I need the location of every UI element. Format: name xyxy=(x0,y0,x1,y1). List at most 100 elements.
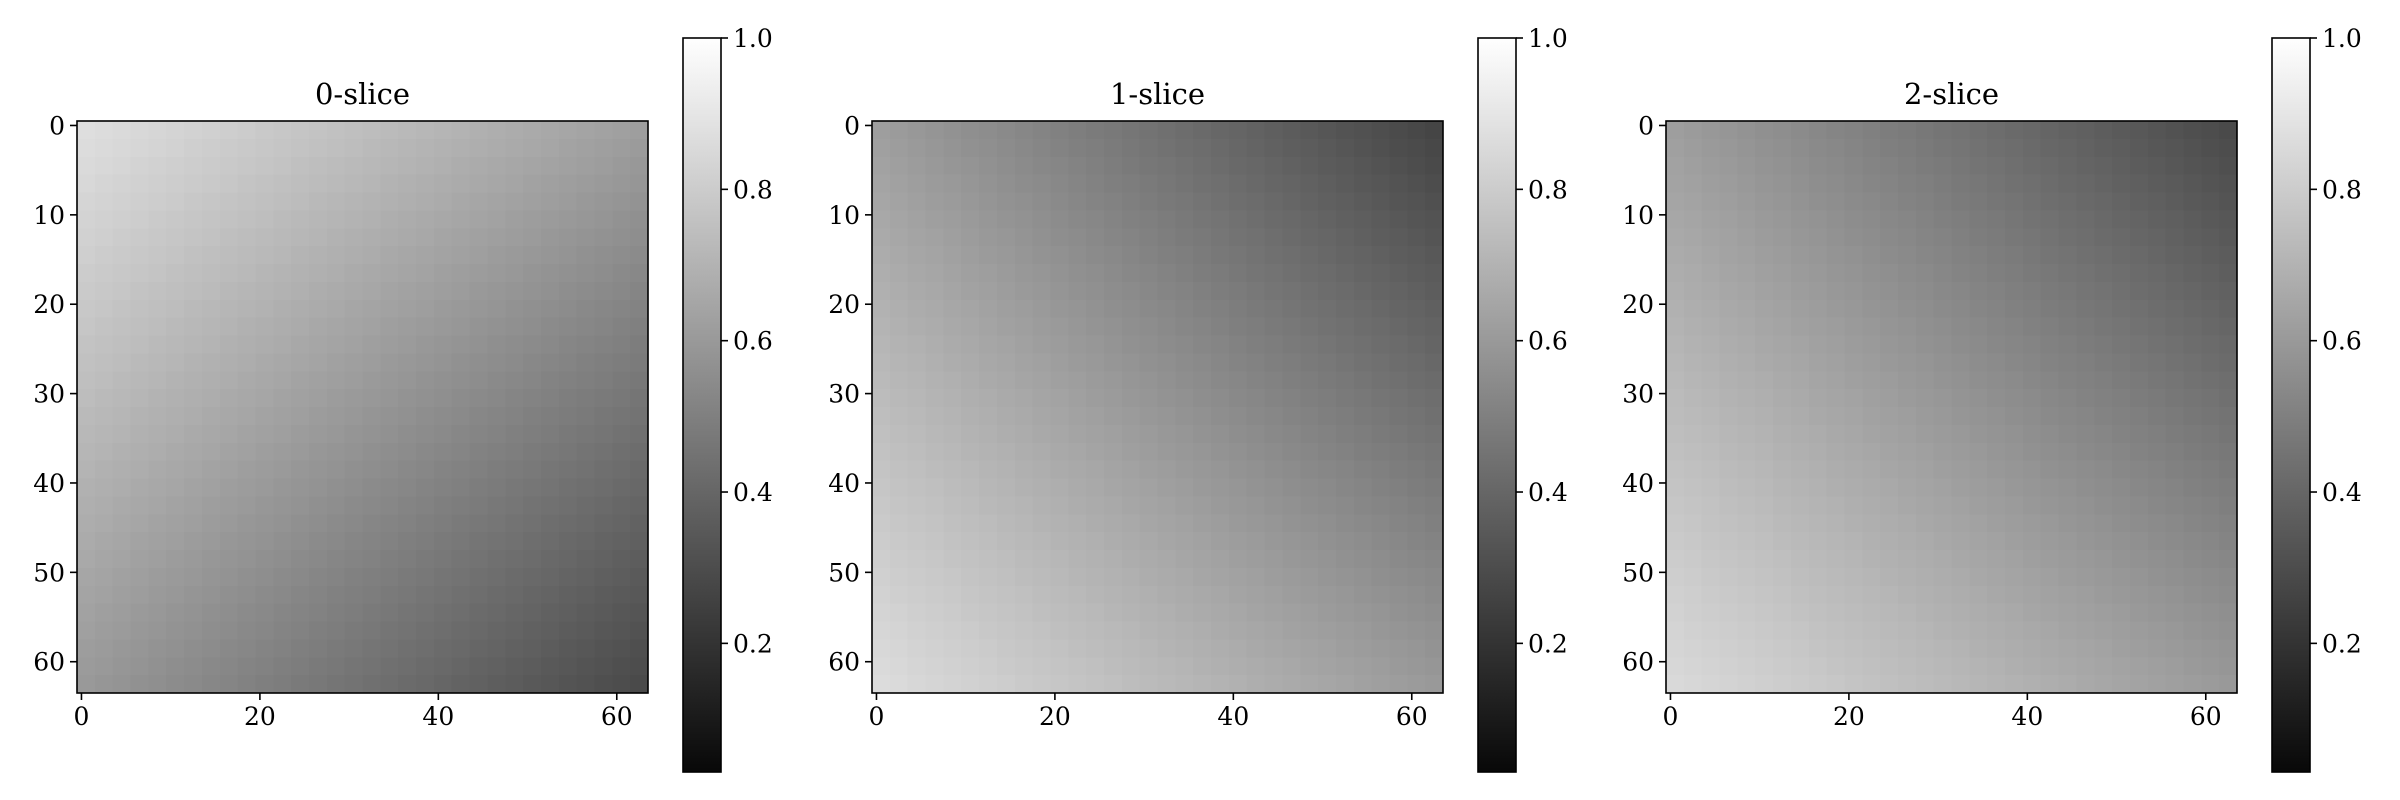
heatmap-cell xyxy=(1335,639,1355,658)
heatmap-cell xyxy=(1897,424,1917,444)
heatmap-cell xyxy=(1862,639,1881,658)
heatmap-cell xyxy=(1139,371,1159,390)
heatmap-cell xyxy=(255,281,274,301)
heatmap-cell xyxy=(1755,389,1774,408)
heatmap-cell xyxy=(1701,675,1721,694)
heatmap-cell xyxy=(1969,264,1988,283)
heatmap-cell xyxy=(291,424,310,444)
heatmap-cell xyxy=(630,353,649,372)
heatmap-cell xyxy=(1683,639,1703,658)
heatmap-cell xyxy=(2165,371,2185,390)
heatmap-cell xyxy=(1389,675,1408,694)
heatmap-cell xyxy=(961,335,980,354)
heatmap-cell xyxy=(1737,567,1756,587)
heatmap-cell xyxy=(2112,192,2131,211)
heatmap-cell xyxy=(1157,121,1176,140)
heatmap-cell xyxy=(612,138,631,158)
heatmap-cell xyxy=(344,621,364,640)
heatmap-cell xyxy=(1193,407,1212,426)
heatmap-cell xyxy=(1103,532,1123,551)
heatmap-cell xyxy=(1683,246,1703,265)
heatmap-cell xyxy=(130,246,149,265)
heatmap-cell xyxy=(201,174,221,194)
heatmap-cell xyxy=(1808,675,1828,694)
heatmap-cell xyxy=(505,264,524,283)
heatmap-cell xyxy=(1157,603,1176,623)
heatmap-cell xyxy=(130,585,149,605)
heatmap-cell xyxy=(1318,335,1337,354)
heatmap-cell xyxy=(1862,496,1881,515)
heatmap-cell xyxy=(112,657,132,676)
heatmap-cell xyxy=(1103,210,1123,229)
heatmap-cell xyxy=(1264,585,1283,605)
heatmap-cell xyxy=(1157,657,1176,676)
heatmap-cell xyxy=(1264,532,1283,551)
heatmap-cell xyxy=(1790,675,1810,694)
heatmap-cell xyxy=(255,299,274,319)
heatmap-cell xyxy=(2129,567,2149,587)
heatmap-cell xyxy=(2005,156,2024,176)
heatmap-cell xyxy=(1318,603,1337,623)
heatmap-cell xyxy=(1880,675,1899,694)
heatmap-cell xyxy=(1425,228,1444,247)
heatmap-cell xyxy=(1666,138,1685,158)
heatmap-cell xyxy=(996,550,1016,569)
heatmap-cell xyxy=(2165,496,2185,515)
heatmap-cell xyxy=(1264,657,1283,676)
heatmap-cell xyxy=(219,156,239,176)
x-tick-label: 60 xyxy=(2190,702,2222,731)
heatmap-cell xyxy=(925,174,944,194)
heatmap-cell xyxy=(1719,371,1738,390)
heatmap-cell xyxy=(1933,585,1953,605)
heatmap-cell xyxy=(184,353,203,372)
heatmap-cell xyxy=(523,639,542,658)
heatmap-cell xyxy=(2165,532,2185,551)
heatmap-cell xyxy=(1300,353,1319,372)
heatmap-cell xyxy=(130,603,149,623)
heatmap-cell xyxy=(2219,371,2238,390)
heatmap-cell xyxy=(1032,603,1052,623)
heatmap-cell xyxy=(2147,121,2167,140)
heatmap-cell xyxy=(2183,567,2202,587)
heatmap-cell xyxy=(1719,121,1738,140)
heatmap-cell xyxy=(184,550,203,569)
heatmap-cell xyxy=(201,514,221,533)
heatmap-cell xyxy=(1773,442,1792,462)
heatmap-cell xyxy=(2129,228,2149,247)
heatmap-cell xyxy=(1425,264,1444,283)
heatmap-cell xyxy=(1121,389,1141,408)
heatmap-cell xyxy=(1068,371,1087,390)
heatmap-cell xyxy=(94,496,114,515)
heatmap-cell xyxy=(630,442,649,462)
heatmap-cell xyxy=(487,210,506,229)
heatmap-cell xyxy=(576,317,596,337)
heatmap-cell xyxy=(362,460,381,480)
heatmap-cell xyxy=(148,657,167,676)
heatmap-cell xyxy=(1228,228,1248,247)
heatmap-cell xyxy=(184,389,203,408)
heatmap-cell xyxy=(2201,532,2220,551)
heatmap-cell xyxy=(1068,460,1087,480)
heatmap-cell xyxy=(872,210,891,229)
heatmap-cell xyxy=(1862,371,1881,390)
heatmap-cell xyxy=(1407,460,1426,480)
heatmap-cell xyxy=(2112,281,2131,301)
heatmap-cell xyxy=(1389,657,1408,676)
heatmap-cell xyxy=(1790,442,1810,462)
heatmap-cell xyxy=(1246,460,1266,480)
heatmap-cell xyxy=(166,675,185,694)
heatmap-cell xyxy=(594,121,613,140)
heatmap-cell xyxy=(1407,603,1426,623)
heatmap-cell xyxy=(2219,460,2238,480)
heatmap-cell xyxy=(380,407,399,426)
heatmap-cell xyxy=(1755,585,1774,605)
heatmap-cell xyxy=(1425,174,1444,194)
heatmap-cell xyxy=(1719,639,1738,658)
heatmap-cell xyxy=(2219,138,2238,158)
heatmap-cell xyxy=(540,156,560,176)
heatmap-cell xyxy=(201,407,221,426)
heatmap-cell xyxy=(1826,639,1846,658)
heatmap-cell xyxy=(1880,389,1899,408)
heatmap-cell xyxy=(1246,603,1266,623)
heatmap-cell xyxy=(2076,317,2095,337)
